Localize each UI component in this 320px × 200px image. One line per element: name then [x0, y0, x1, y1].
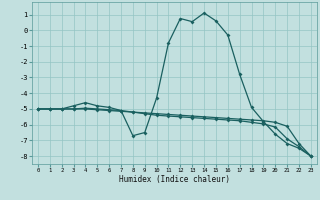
X-axis label: Humidex (Indice chaleur): Humidex (Indice chaleur) [119, 175, 230, 184]
